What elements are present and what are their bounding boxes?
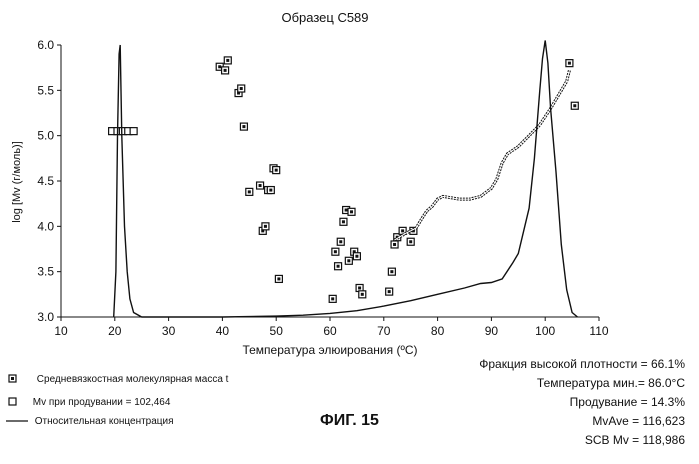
mv-point-core bbox=[388, 290, 391, 293]
x-tick-label: 100 bbox=[535, 324, 555, 338]
legend-label-mv: Средневязкостная молекулярная масса t bbox=[37, 374, 229, 385]
y-tick-label: 3.0 bbox=[37, 310, 54, 324]
mv-point-core bbox=[401, 229, 404, 232]
mv-point-core bbox=[264, 225, 267, 228]
mv-point-core bbox=[242, 125, 245, 128]
mv-point-core bbox=[334, 250, 337, 253]
stats-panel: Фракция высокой плотности = 66.1% Темпер… bbox=[479, 355, 685, 450]
stat-purge: Продувание = 14.3% bbox=[479, 393, 685, 412]
mv-point-core bbox=[339, 240, 342, 243]
stat-scb-mv: SCB Mv = 118,986 bbox=[479, 431, 685, 450]
hollow-square-marker-icon bbox=[6, 396, 20, 408]
mv-point-core bbox=[358, 286, 361, 289]
mv-point-core bbox=[331, 297, 334, 300]
y-axis-label: log [Mv (г/моль)] bbox=[11, 141, 23, 223]
mv-point-core bbox=[248, 190, 251, 193]
mv-point-core bbox=[355, 255, 358, 258]
mv-point-core bbox=[409, 240, 412, 243]
x-tick-label: 10 bbox=[54, 324, 68, 338]
mv-point-core bbox=[277, 277, 280, 280]
mv-point-core bbox=[259, 184, 262, 187]
legend-item-purge: Mv при продувании = 102,464 bbox=[6, 396, 170, 410]
mv-trend-line-inner bbox=[395, 70, 570, 240]
y-tick-label: 4.0 bbox=[37, 219, 54, 233]
mv-point-core bbox=[224, 69, 227, 72]
y-tick-label: 5.0 bbox=[37, 129, 54, 143]
mv-point-core bbox=[345, 209, 348, 212]
legend-item-mv: Средневязкостная молекулярная масса t bbox=[6, 373, 228, 387]
x-tick-label: 30 bbox=[162, 324, 176, 338]
mv-trend-line bbox=[395, 70, 570, 240]
concentration-line bbox=[114, 41, 578, 318]
mv-point-core bbox=[337, 265, 340, 268]
mv-point-core bbox=[226, 59, 229, 62]
mv-point-core bbox=[240, 87, 243, 90]
x-tick-label: 70 bbox=[377, 324, 391, 338]
x-tick-label: 40 bbox=[216, 324, 230, 338]
mv-point-core bbox=[393, 243, 396, 246]
chart: Образец C589 10 20 30 40 50 60 70 80 90 100 110 3.0… bbox=[0, 0, 699, 400]
filled-square-marker-icon bbox=[6, 373, 20, 385]
mv-point-core bbox=[275, 169, 278, 172]
x-tick-label: 80 bbox=[431, 324, 445, 338]
x-tick-label: 20 bbox=[108, 324, 122, 338]
mv-point-core bbox=[218, 65, 221, 68]
x-tick-label: 50 bbox=[270, 324, 284, 338]
mv-point-core bbox=[342, 220, 345, 223]
chart-title: Образец C589 bbox=[281, 10, 368, 25]
x-axis-label: Температура элюирования (ºC) bbox=[242, 343, 417, 357]
purge-point bbox=[130, 128, 137, 135]
y-tick-label: 6.0 bbox=[37, 38, 54, 52]
mv-point-core bbox=[361, 293, 364, 296]
mv-point-core bbox=[350, 210, 353, 213]
mv-point-core bbox=[568, 62, 571, 65]
stat-min-temperature: Температура мин.= 86.0°C bbox=[479, 374, 685, 393]
mv-point-core bbox=[390, 270, 393, 273]
mv-point-core bbox=[573, 104, 576, 107]
mv-point-core bbox=[269, 189, 272, 192]
figure-caption: ФИГ. 15 bbox=[0, 412, 699, 430]
y-tick-label: 5.5 bbox=[37, 83, 54, 97]
x-tick-label: 90 bbox=[485, 324, 499, 338]
x-tick-label: 110 bbox=[589, 324, 608, 338]
plot-area: 10 20 30 40 50 60 70 80 90 100 110 3.0 3.5 4.0 4.5 5.0 5… bbox=[37, 38, 609, 338]
x-tick-label: 60 bbox=[323, 324, 337, 338]
mv-point-core bbox=[347, 259, 350, 262]
y-tick-label: 3.5 bbox=[37, 265, 54, 279]
y-tick-label: 4.5 bbox=[37, 174, 54, 188]
stat-high-density-fraction: Фракция высокой плотности = 66.1% bbox=[479, 355, 685, 374]
legend-label-purge: Mv при продувании = 102,464 bbox=[33, 397, 171, 408]
